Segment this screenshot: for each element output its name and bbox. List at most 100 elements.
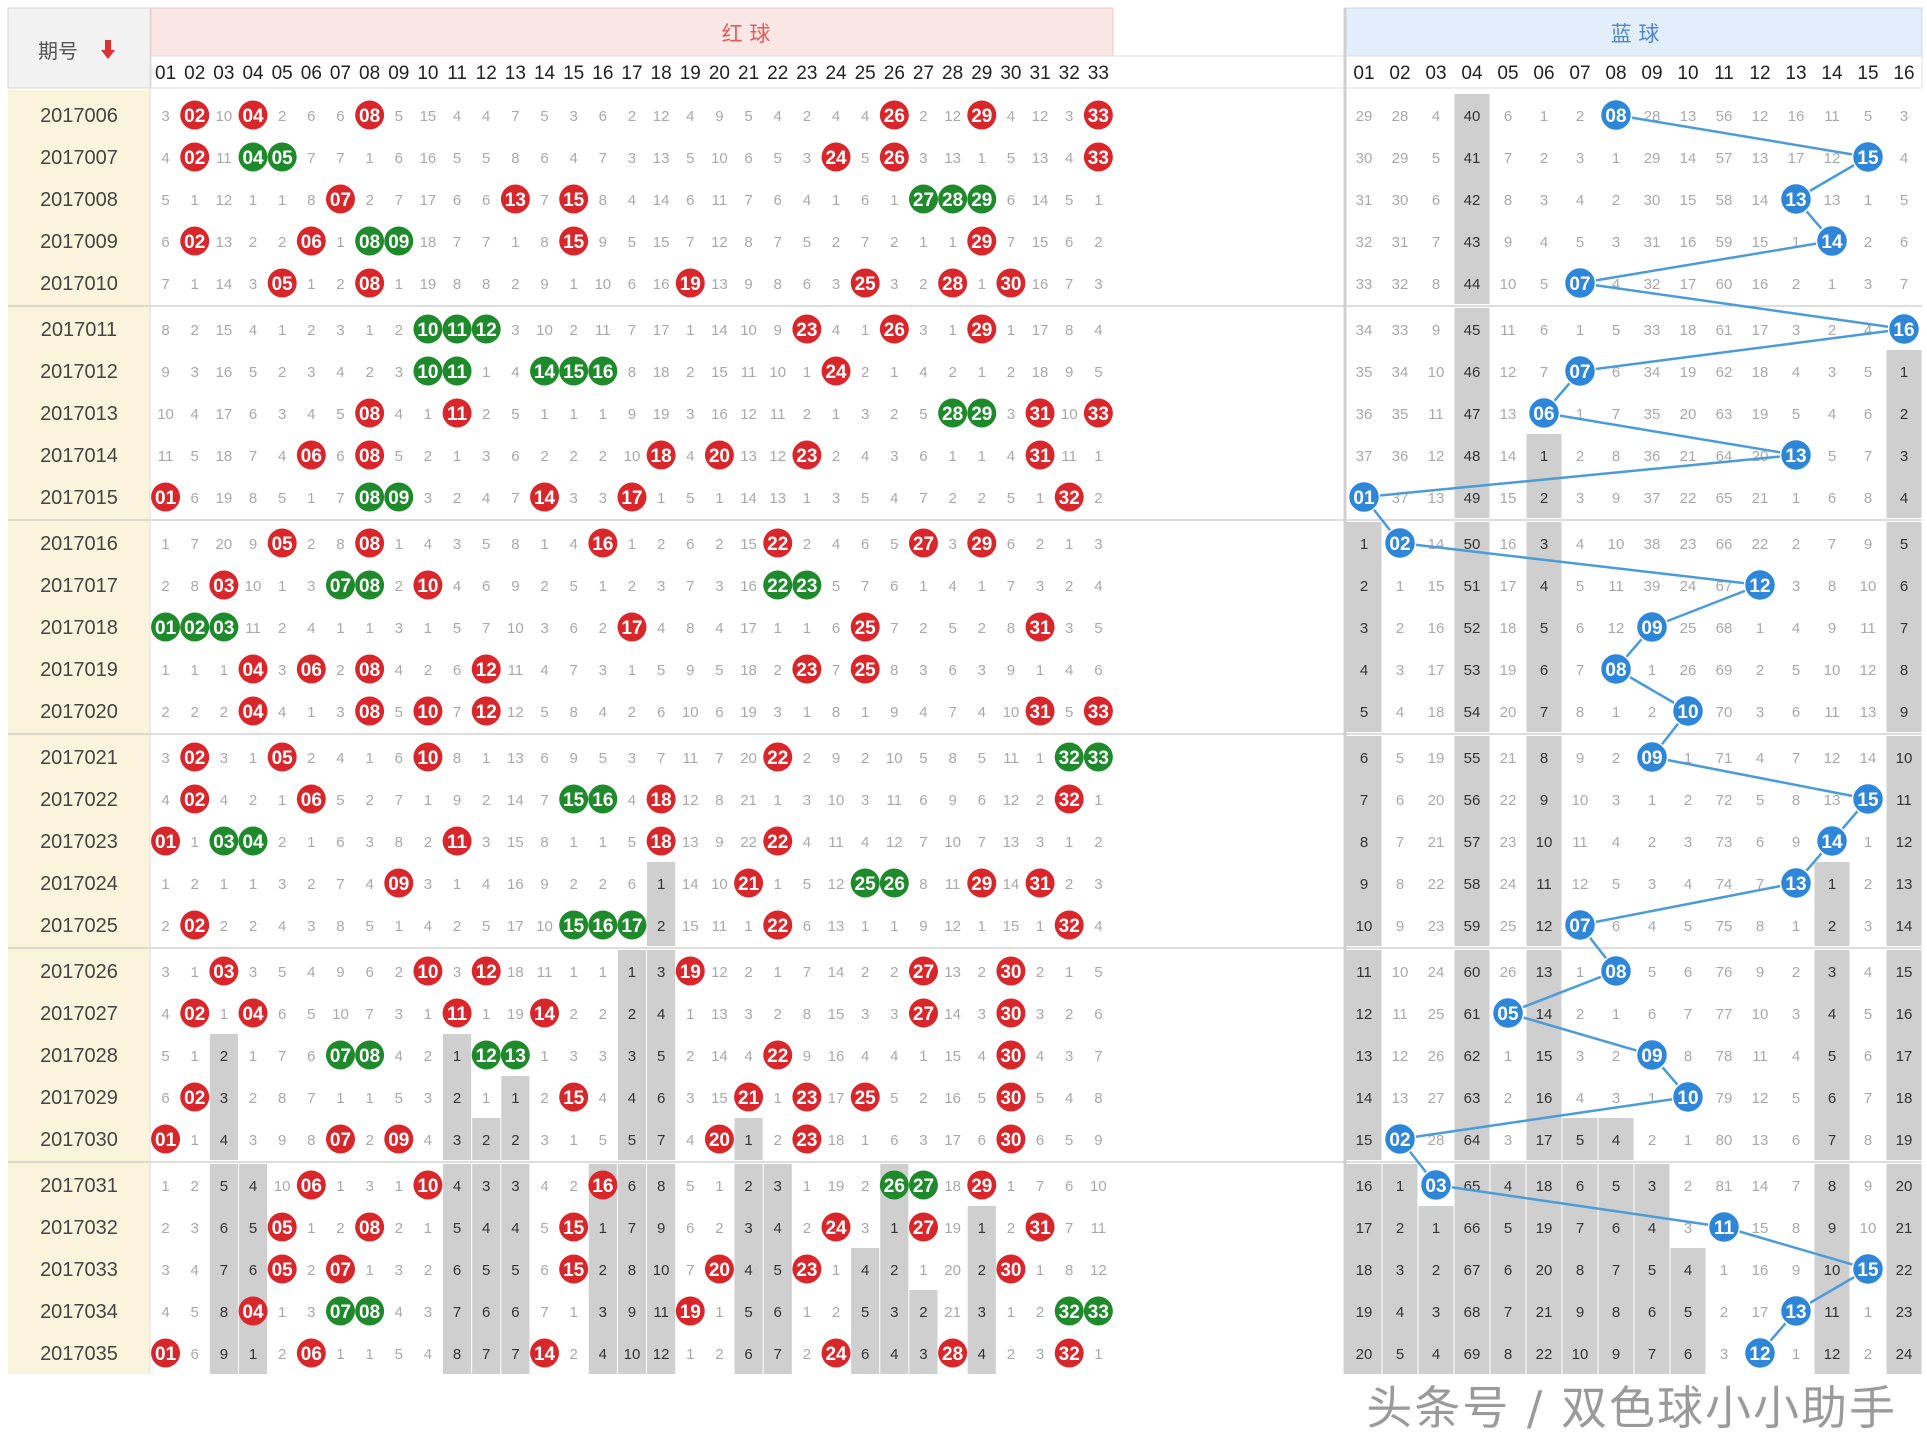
red-miss-count: 3 [161,750,169,767]
red-ball-label: 19 [680,274,701,295]
red-miss-count: 5 [628,1132,636,1149]
red-miss-count: 2 [307,750,315,767]
blue-miss-count: 20 [1752,448,1769,465]
period-cell: 2017035 [40,1343,118,1365]
blue-miss-count: 5 [1828,448,1836,465]
red-miss-count: 4 [686,1132,694,1149]
blue-miss-count: 11 [1536,876,1552,893]
red-miss-count: 1 [395,536,403,553]
blue-miss-count: 3 [1576,150,1584,167]
blue-miss-count: 3 [1648,1178,1656,1195]
red-miss-count: 1 [424,1220,432,1237]
blue-miss-count: 5 [1504,1220,1512,1237]
red-ball-label: 21 [738,874,760,895]
red-ball-label: 02 [184,106,205,127]
red-miss-highlight [501,1206,530,1248]
blue-miss-count: 6 [1612,364,1620,381]
blue-miss-count: 18 [1500,620,1517,637]
red-ball-mark [879,868,909,898]
red-ball-mark [1054,482,1084,512]
blue-miss-highlight [1814,1076,1850,1118]
blue-miss-count: 6 [1864,1048,1872,1065]
red-ball-label: 26 [884,1176,905,1197]
red-ball-mark [355,226,385,256]
red-ball-mark [967,100,997,130]
red-miss-highlight [443,1164,472,1206]
red-miss-count: 13 [711,1006,728,1023]
blue-miss-count: 4 [1828,1006,1836,1023]
red-miss-count: 8 [1094,1090,1102,1107]
red-miss-count: 4 [832,322,840,339]
blue-miss-count: 13 [1824,792,1841,809]
red-ball-mark [471,696,501,726]
blue-miss-highlight [1526,1332,1562,1374]
red-miss-count: 1 [1065,964,1073,981]
blue-miss-count: 32 [1644,276,1661,293]
red-ball-label: 20 [709,1130,730,1151]
red-miss-count: 3 [774,1178,782,1195]
red-miss-count: 6 [803,918,811,935]
red-miss-count: 1 [307,834,315,851]
red-miss-count: 9 [1065,364,1073,381]
blue-miss-count: 17 [1428,662,1445,679]
red-miss-count: 2 [307,876,315,893]
red-miss-count: 4 [599,1090,607,1107]
period-column-header[interactable]: 期号 [38,41,78,63]
red-ball-label: 23 [796,446,817,467]
red-ball-label: 27 [913,1004,934,1025]
red-miss-count: 1 [424,620,432,637]
red-miss-count: 7 [278,1048,286,1065]
red-ball-mark [763,1040,793,1070]
blue-miss-count: 5 [1900,536,1908,553]
red-miss-highlight [209,1076,238,1118]
red-miss-count: 4 [278,704,286,721]
red-miss-highlight [967,1248,996,1290]
red-ball-mark [413,956,443,986]
red-miss-count: 1 [278,792,286,809]
arrow-down-icon[interactable] [101,40,115,59]
red-miss-count: 3 [1065,108,1073,125]
red-miss-count: 11 [741,364,757,381]
red-miss-count: 5 [599,1132,607,1149]
red-ball-mark [588,356,618,386]
blue-ball-label: 13 [1785,1302,1806,1323]
blue-miss-count: 6 [1396,792,1404,809]
red-miss-count: 7 [686,234,694,251]
red-miss-count: 8 [191,578,199,595]
red-ball-label: 30 [1000,1088,1021,1109]
blue-miss-count: 57 [1716,150,1733,167]
red-miss-count: 4 [395,1304,403,1321]
red-miss-count: 2 [278,834,286,851]
red-miss-count: 19 [507,1006,524,1023]
blue-miss-count: 11 [1572,834,1588,851]
blue-miss-highlight [1598,1290,1634,1332]
blue-miss-count: 49 [1464,490,1481,507]
red-miss-count: 2 [453,1090,461,1107]
blue-miss-highlight [1562,1290,1598,1332]
red-miss-count: 3 [511,322,519,339]
red-miss-count: 1 [774,876,782,893]
red-ball-mark [530,1338,560,1368]
blue-miss-count: 28 [1392,108,1409,125]
red-miss-count: 5 [1094,364,1102,381]
blue-miss-count: 4 [1540,234,1548,251]
red-miss-count: 3 [1065,1048,1073,1065]
blue-miss-count: 5 [1432,150,1440,167]
red-ball-mark [267,1212,297,1242]
red-miss-count: 14 [653,192,670,209]
red-miss-highlight [501,1332,530,1374]
red-miss-count: 2 [191,1178,199,1195]
blue-miss-highlight [1886,820,1922,862]
red-ball-mark [763,742,793,772]
red-miss-count: 1 [482,364,490,381]
blue-miss-count: 63 [1464,1090,1481,1107]
red-ball-mark [180,784,210,814]
red-miss-count: 6 [1007,536,1015,553]
blue-miss-count: 12 [1500,364,1517,381]
red-miss-count: 14 [1032,192,1049,209]
blue-miss-count: 5 [1648,1262,1656,1279]
red-miss-count: 7 [1065,1220,1073,1237]
red-ball-mark [1083,100,1113,130]
red-miss-count: 3 [744,1220,752,1237]
red-miss-count: 19 [420,276,437,293]
